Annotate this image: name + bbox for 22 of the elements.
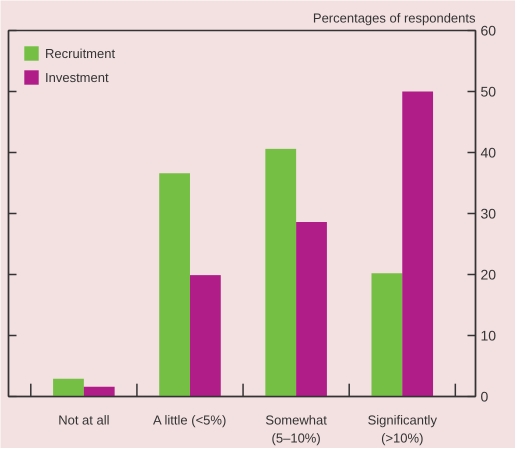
x-tick-label: Somewhat (5–10%) (265, 412, 328, 446)
bar (190, 275, 221, 396)
bar (296, 222, 327, 396)
x-tick-label: Not at all (58, 412, 110, 428)
bar (84, 386, 115, 396)
y-tick-label: 60 (480, 22, 496, 38)
y-axis-title: Percentages of respondents (312, 10, 476, 26)
bar (371, 273, 402, 396)
y-tick-label: 50 (480, 84, 496, 100)
legend-label: Recruitment (45, 46, 116, 60)
x-tick-label: A little (<5%) (152, 412, 226, 428)
y-tick-label: 40 (480, 144, 496, 160)
y-tick-label: 20 (480, 266, 496, 282)
y-tick-label: 10 (480, 328, 496, 344)
x-tick-label: Significantly (>10%) (368, 412, 438, 446)
y-tick-label: 0 (480, 388, 488, 404)
bar (402, 92, 434, 396)
y-tick-label: 30 (480, 206, 496, 222)
bar (265, 148, 296, 396)
legend-label: Investment (45, 70, 109, 84)
bar (53, 378, 84, 396)
bar (159, 173, 190, 396)
